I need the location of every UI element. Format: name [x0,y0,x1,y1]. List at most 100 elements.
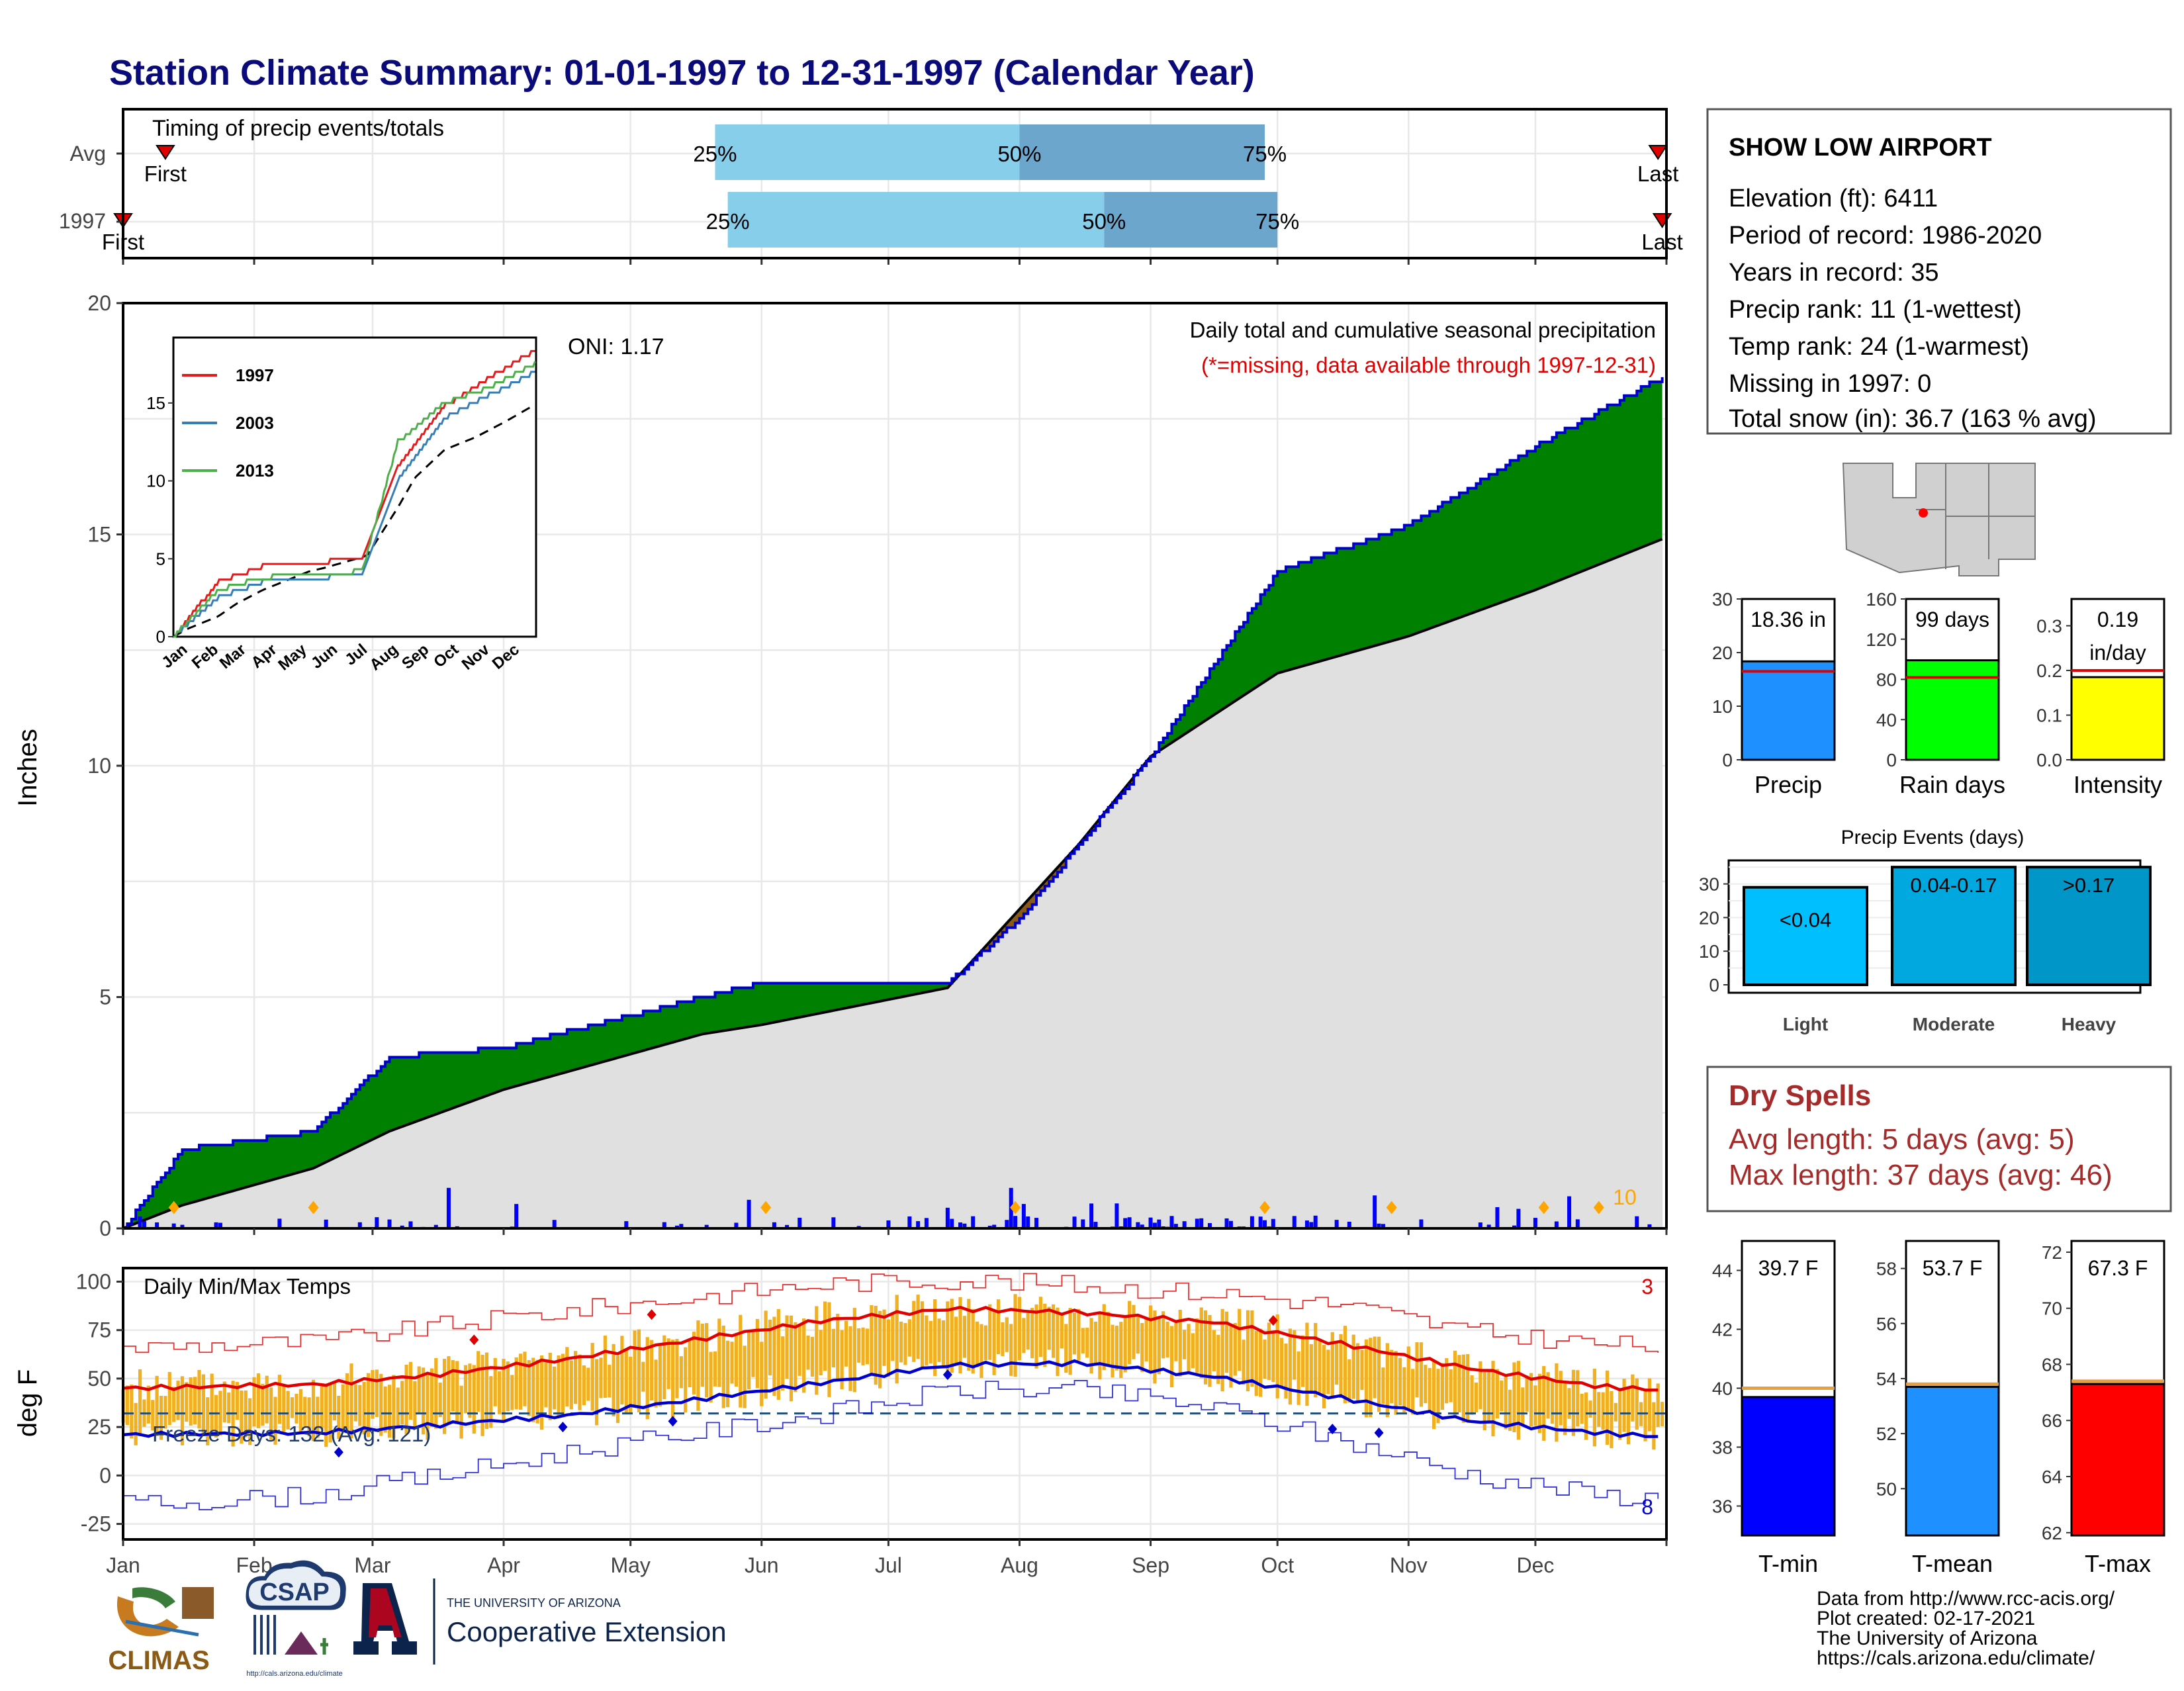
daily-temp-bar [561,1353,565,1418]
daily-temp-bar [282,1387,286,1432]
daily-precip-bar [1495,1207,1500,1228]
tempbar-ytick-label: 72 [2042,1242,2062,1263]
station-years: Years in record: 35 [1729,259,1939,287]
daily-temp-bar [743,1346,747,1408]
daily-precip-bar [446,1187,451,1228]
daily-temp-bar [252,1377,256,1427]
daily-temp-bar [1390,1349,1394,1404]
daily-precip-bar [971,1216,976,1228]
daily-temp-bar [1614,1402,1617,1422]
daily-temp-bar [670,1340,675,1418]
daily-precip-bar [1347,1221,1351,1228]
daily-temp-bar [1259,1328,1263,1397]
daily-temp-bar [1220,1308,1224,1392]
daily-temp-bar [396,1387,400,1426]
daily-temp-bar [1461,1354,1465,1423]
temp-month-label: Aug [1001,1553,1038,1577]
daily-temp-bar [709,1351,713,1403]
daily-temp-bar [1525,1375,1529,1412]
minibar-ytick-label: 40 [1876,709,1897,730]
daily-precip-bar [1140,1224,1144,1228]
record-high-line [123,1273,1659,1353]
daily-temp-bar [451,1360,455,1412]
daily-precip-bar [387,1219,392,1228]
daily-precip-bar [1127,1217,1132,1228]
daily-temp-bar [1360,1349,1364,1391]
timing-avg-q2-bar [1019,124,1265,180]
daily-temp-bar [1102,1304,1106,1371]
credit-line-4: https://cals.arizona.edu/climate/ [1817,1647,2095,1669]
minibar-value-bar-2 [2070,676,2165,761]
daily-temp-bar [641,1361,645,1392]
minibar-ytick-label: 0.1 [2036,706,2062,726]
daily-temp-bar [1275,1314,1279,1398]
precip-title: Daily total and cumulative seasonal prec… [1190,318,1656,342]
daily-precip-bar [1381,1224,1385,1228]
daily-temp-bar [996,1299,1001,1355]
daily-temp-bar [1183,1330,1187,1359]
daily-temp-bar [721,1325,725,1408]
daily-temp-bar [1318,1338,1322,1394]
daily-temp-bar [193,1377,197,1425]
daily-temp-bar [781,1336,785,1391]
daily-temp-bar [954,1316,958,1364]
daily-temp-bar [971,1309,975,1374]
daily-precip-bar [924,1218,929,1228]
daily-temp-bar [349,1363,353,1439]
daily-precip-bar [1263,1220,1267,1228]
temp-month-label: Nov [1390,1553,1428,1577]
minibar-value-label-1: 99 days [1915,608,1989,631]
daily-precip-bar [916,1221,921,1228]
events-ytick-label: 30 [1699,874,1719,895]
minibar-label-0: Precip [1754,771,1822,798]
daily-temp-bar [286,1391,290,1430]
daily-temp-bar [1504,1376,1508,1430]
daily-temp-bar [870,1305,874,1377]
dry-spells-avg: Avg length: 5 days (avg: 5) [1729,1123,2075,1156]
snow-diamond-marker [1010,1201,1021,1214]
daily-temp-bar [227,1393,231,1424]
daily-temp-bar [442,1359,447,1434]
daily-temp-bar [544,1362,548,1408]
daily-temp-bar [895,1295,899,1384]
daily-temp-bar [197,1369,201,1429]
average-max-line [122,1305,1659,1392]
daily-temp-bar [1626,1387,1631,1445]
daily-temp-bar [878,1310,882,1389]
daily-temp-bar [946,1301,950,1371]
daily-temp-bar [608,1365,612,1398]
daily-temp-bar [1081,1328,1085,1353]
temp-month-label: Oct [1261,1553,1294,1577]
daily-precip-bar [907,1216,912,1228]
location-map [1840,460,2038,592]
daily-temp-bar [1165,1321,1169,1358]
daily-temp-bar [891,1312,895,1361]
daily-precip-bar [1026,1216,1030,1228]
daily-temp-bar [468,1363,472,1418]
daily-temp-bar [489,1376,493,1428]
daily-temp-bar [422,1367,426,1435]
daily-temp-bar [1588,1400,1592,1418]
daily-temp-bar [1516,1361,1520,1440]
daily-temp-bar [1610,1391,1614,1449]
credit-line-1: Data from http://www.rcc-acis.org/ [1817,1588,2115,1610]
daily-precip-bar [1258,1216,1263,1228]
daily-temp-bar [1449,1369,1453,1402]
daily-temp-bar [1127,1301,1132,1365]
temp-month-label: Jan [106,1553,140,1577]
daily-precip-bar [1516,1209,1521,1228]
minibar-ytick-label: 120 [1866,629,1897,650]
daily-temp-bar [408,1361,413,1420]
daily-temp-bar [594,1359,599,1426]
daily-precip-bar [772,1222,776,1228]
daily-temp-bar [1072,1312,1077,1355]
daily-temp-bar [506,1361,510,1412]
events-ytick-label: 0 [1709,975,1719,995]
daily-temp-bar [518,1353,523,1410]
daily-temp-bar [1005,1317,1009,1352]
daily-temp-bar [848,1326,852,1391]
daily-temp-bar [565,1347,569,1407]
daily-temp-bar [684,1347,688,1413]
minibar-ytick-label: 0.2 [2036,661,2062,681]
daily-temp-bar [413,1381,417,1429]
